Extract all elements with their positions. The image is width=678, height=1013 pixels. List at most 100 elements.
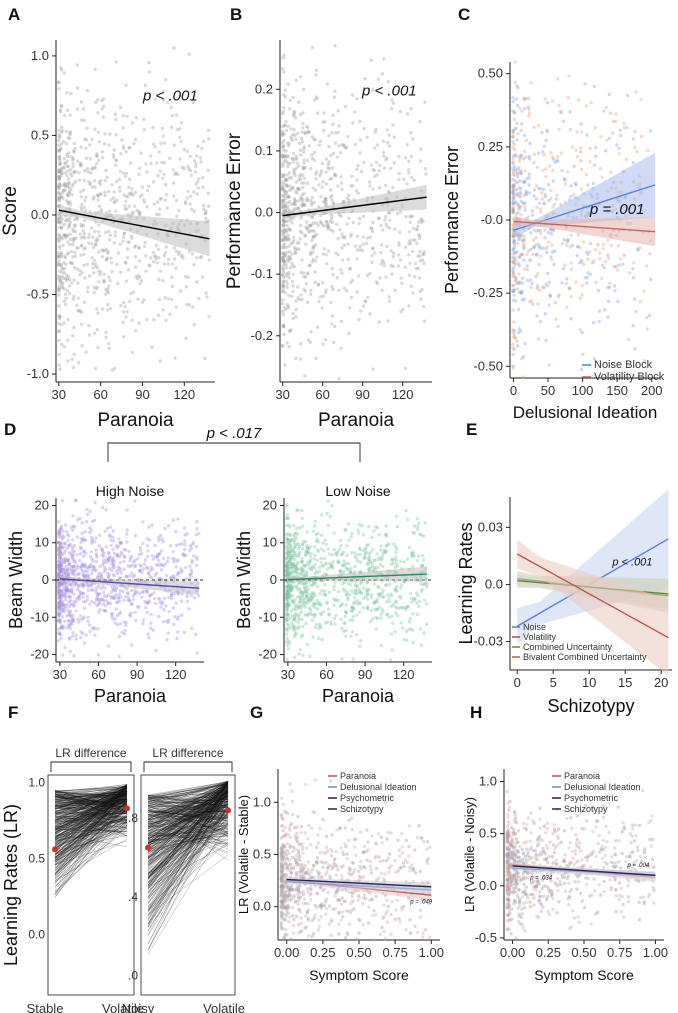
- scatter-point: [592, 357, 597, 361]
- scatter-point: [317, 183, 321, 187]
- scatter-point: [315, 96, 319, 101]
- scatter-point: [293, 545, 297, 550]
- scatter-point: [631, 323, 635, 328]
- scatter-point: [522, 97, 527, 102]
- scatter-point: [57, 581, 61, 585]
- scatter-point: [419, 297, 423, 301]
- scatter-point: [511, 109, 515, 113]
- scatter-point: [330, 131, 334, 135]
- scatter-point: [355, 290, 359, 294]
- scatter-point: [84, 156, 89, 160]
- scatter-point: [626, 337, 631, 342]
- scatter-point: [74, 637, 78, 641]
- scatter-point: [395, 564, 400, 568]
- scatter-point: [332, 616, 337, 621]
- scatter-point: [511, 270, 515, 274]
- scatter-point: [593, 248, 598, 252]
- scatter-point: [308, 555, 313, 559]
- scatter-point: [387, 596, 391, 601]
- scatter-point: [81, 591, 85, 595]
- scatter-point: [566, 95, 570, 100]
- scatter-point: [286, 195, 291, 199]
- scatter-point: [109, 256, 113, 260]
- scatter-point: [377, 216, 381, 221]
- scatter-point: [319, 533, 324, 537]
- scatter-point: [331, 273, 335, 277]
- scatter-point: [83, 538, 88, 542]
- fit-line: [513, 220, 656, 233]
- scatter-point: [408, 617, 412, 621]
- scatter-point: [98, 608, 102, 612]
- scatter-point: [527, 154, 531, 159]
- scatter-point: [300, 181, 304, 185]
- x-axis-label: Delusional Ideation: [513, 403, 658, 422]
- scatter-point: [413, 238, 417, 242]
- scatter-point: [67, 185, 72, 190]
- scatter-point: [68, 583, 72, 587]
- scatter-point: [296, 542, 301, 546]
- scatter-point: [306, 595, 311, 600]
- scatter-point: [353, 551, 357, 555]
- scatter-point: [79, 100, 84, 104]
- scatter-point: [289, 135, 293, 139]
- scatter-point: [308, 566, 312, 571]
- scatter-point: [534, 243, 538, 247]
- scatter-point: [366, 592, 370, 596]
- scatter-point: [281, 251, 285, 255]
- scatter-point: [324, 170, 328, 174]
- scatter-point: [124, 171, 129, 175]
- scatter-point: [281, 219, 285, 223]
- scatter-point: [133, 244, 138, 248]
- scatter-point: [420, 553, 425, 558]
- scatter-point: [72, 544, 77, 548]
- scatter-point: [88, 182, 92, 187]
- scatter-point: [72, 182, 76, 186]
- scatter-point: [293, 157, 298, 161]
- scatter-point: [348, 593, 352, 597]
- scatter-point: [298, 526, 302, 530]
- scatter-point: [284, 183, 289, 187]
- scatter-point: [339, 268, 343, 272]
- scatter-point: [391, 185, 395, 190]
- scatter-point: [393, 630, 397, 634]
- scatter-point: [586, 183, 590, 187]
- scatter-point: [306, 181, 310, 185]
- scatter-point: [71, 553, 75, 557]
- scatter-point: [310, 618, 314, 622]
- scatter-point: [57, 155, 61, 159]
- scatter-point: [334, 552, 339, 556]
- scatter-point: [301, 173, 305, 177]
- scatter-point: [514, 212, 518, 216]
- scatter-point: [65, 585, 69, 589]
- scatter-point: [206, 128, 211, 133]
- scatter-point: [313, 519, 317, 523]
- scatter-point: [299, 223, 303, 228]
- scatter-point: [92, 568, 97, 573]
- scatter-point: [551, 99, 555, 103]
- scatter-point: [525, 267, 530, 272]
- scatter-point: [62, 234, 66, 238]
- scatter-point: [281, 155, 285, 160]
- scatter-point: [298, 237, 302, 241]
- scatter-point: [563, 178, 567, 182]
- scatter-point: [95, 603, 99, 608]
- scatter-point: [283, 154, 287, 158]
- scatter-point: [58, 563, 62, 567]
- scatter-point: [308, 250, 313, 255]
- scatter-point: [416, 224, 420, 229]
- scatter-point: [118, 634, 122, 639]
- scatter-point: [395, 211, 400, 216]
- scatter-point: [282, 323, 286, 327]
- scatter-point: [529, 299, 534, 303]
- scatter-point: [67, 284, 72, 288]
- scatter-point: [319, 221, 323, 225]
- scatter-point: [165, 638, 169, 642]
- scatter-point: [116, 595, 121, 600]
- scatter-point: [314, 533, 318, 537]
- scatter-point: [522, 179, 526, 184]
- scatter-point: [132, 141, 136, 146]
- scatter-point: [365, 236, 370, 240]
- scatter-point: [351, 220, 355, 225]
- scatter-point: [285, 572, 289, 576]
- scatter-point: [283, 253, 287, 258]
